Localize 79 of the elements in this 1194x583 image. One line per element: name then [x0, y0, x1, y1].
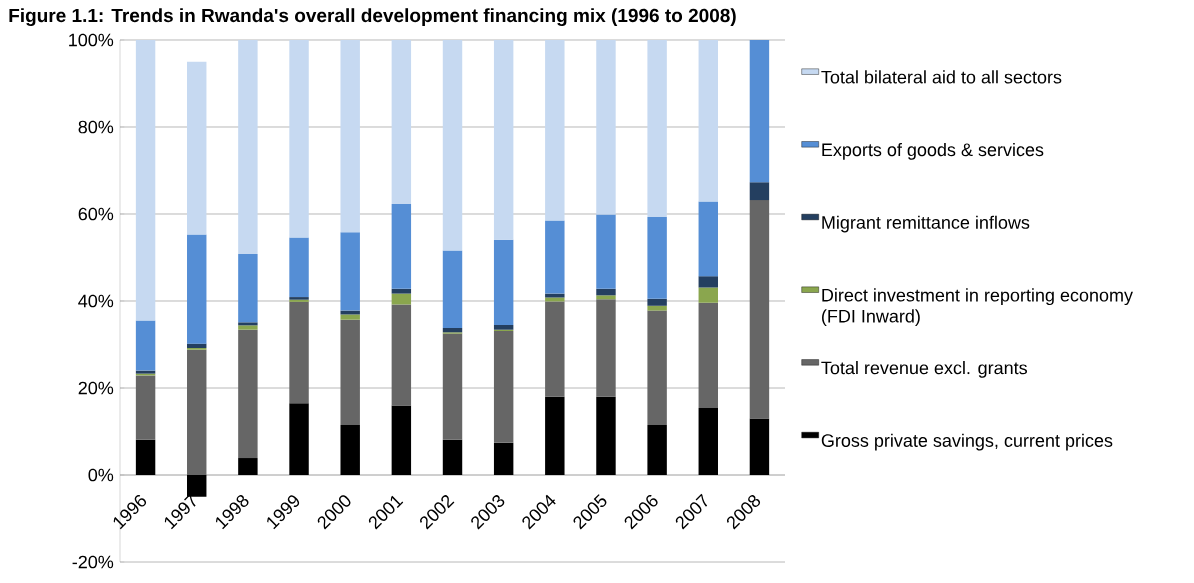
- bar: [493, 324, 514, 330]
- bar: [545, 220, 565, 294]
- bar: [238, 254, 258, 323]
- chart-title: Figure 1.1: Trends in Rwanda's overall development financing mix (1996 to 2008): [9, 8, 736, 26]
- bar: [596, 295, 616, 300]
- bar: [493, 331, 514, 443]
- bar: [698, 302, 718, 409]
- bar: [698, 408, 718, 475]
- bar: [442, 40, 463, 251]
- y-tick-label: 40%: [78, 294, 114, 308]
- bar: [340, 40, 360, 233]
- y-tick-label: 100%: [69, 33, 114, 47]
- bar: [545, 301, 565, 397]
- bar: [135, 40, 156, 321]
- bar: [187, 61, 207, 235]
- bar: [442, 250, 463, 328]
- bar: [647, 298, 667, 306]
- bar: [545, 40, 565, 221]
- bar: [749, 182, 770, 201]
- legend-label: Migrant remittance inflows: [822, 215, 1030, 233]
- bar: [749, 200, 770, 419]
- bar: [135, 375, 156, 440]
- bar: [698, 40, 718, 202]
- y-tick-label: 60%: [78, 207, 114, 221]
- bar: [340, 314, 360, 320]
- bar: [289, 403, 309, 475]
- bar: [238, 40, 258, 255]
- bar: [545, 396, 565, 475]
- bar: [340, 424, 360, 475]
- bar: [647, 424, 667, 475]
- bar: [187, 234, 207, 344]
- legend-label: Total bilateral aid to all sectors: [821, 70, 1062, 84]
- bar: [493, 40, 514, 240]
- bar: [187, 349, 207, 475]
- bar: [391, 203, 412, 289]
- bar: [289, 237, 309, 298]
- legend-label: Exports of goods & services: [822, 142, 1044, 160]
- bar: [442, 333, 463, 440]
- bar: [698, 201, 718, 277]
- bar: [391, 304, 412, 406]
- bar: [340, 319, 360, 425]
- bar: [391, 293, 412, 305]
- bar: [135, 439, 156, 475]
- bar: [596, 396, 616, 475]
- bar: [596, 214, 616, 289]
- bar: [596, 288, 616, 296]
- bar: [596, 299, 616, 397]
- bar: [391, 40, 412, 204]
- y-tick-label: 0%: [88, 468, 114, 482]
- y-tick-label: -20%: [72, 555, 114, 569]
- bar: [238, 322, 258, 326]
- bar: [698, 276, 718, 288]
- bar: [545, 293, 565, 298]
- bar: [289, 301, 309, 404]
- bar: [596, 40, 616, 215]
- bar: [340, 232, 360, 311]
- bar: [135, 320, 156, 371]
- bar: [647, 40, 667, 218]
- bar: [289, 40, 309, 238]
- bar: [647, 217, 667, 299]
- bar: [647, 310, 667, 425]
- legend-label: Direct investment in reporting economy (FDI Inward): [822, 288, 1133, 327]
- bar: [238, 325, 258, 330]
- legend-label: Total revenue excl. grants: [821, 361, 1027, 378]
- bar: [493, 442, 514, 475]
- legend-label: Gross private savings, current prices: [821, 433, 1113, 451]
- bar: [442, 439, 463, 475]
- bar: [238, 458, 258, 475]
- bar: [749, 40, 770, 183]
- bar: [238, 329, 258, 459]
- y-tick-label: 20%: [78, 381, 114, 395]
- bar: [391, 405, 412, 475]
- y-tick-label: 80%: [78, 120, 114, 134]
- bar: [749, 418, 770, 475]
- bar: [391, 288, 412, 294]
- bar: [493, 239, 514, 325]
- bar: [187, 475, 207, 497]
- bar: [698, 287, 718, 303]
- bar: [647, 305, 667, 311]
